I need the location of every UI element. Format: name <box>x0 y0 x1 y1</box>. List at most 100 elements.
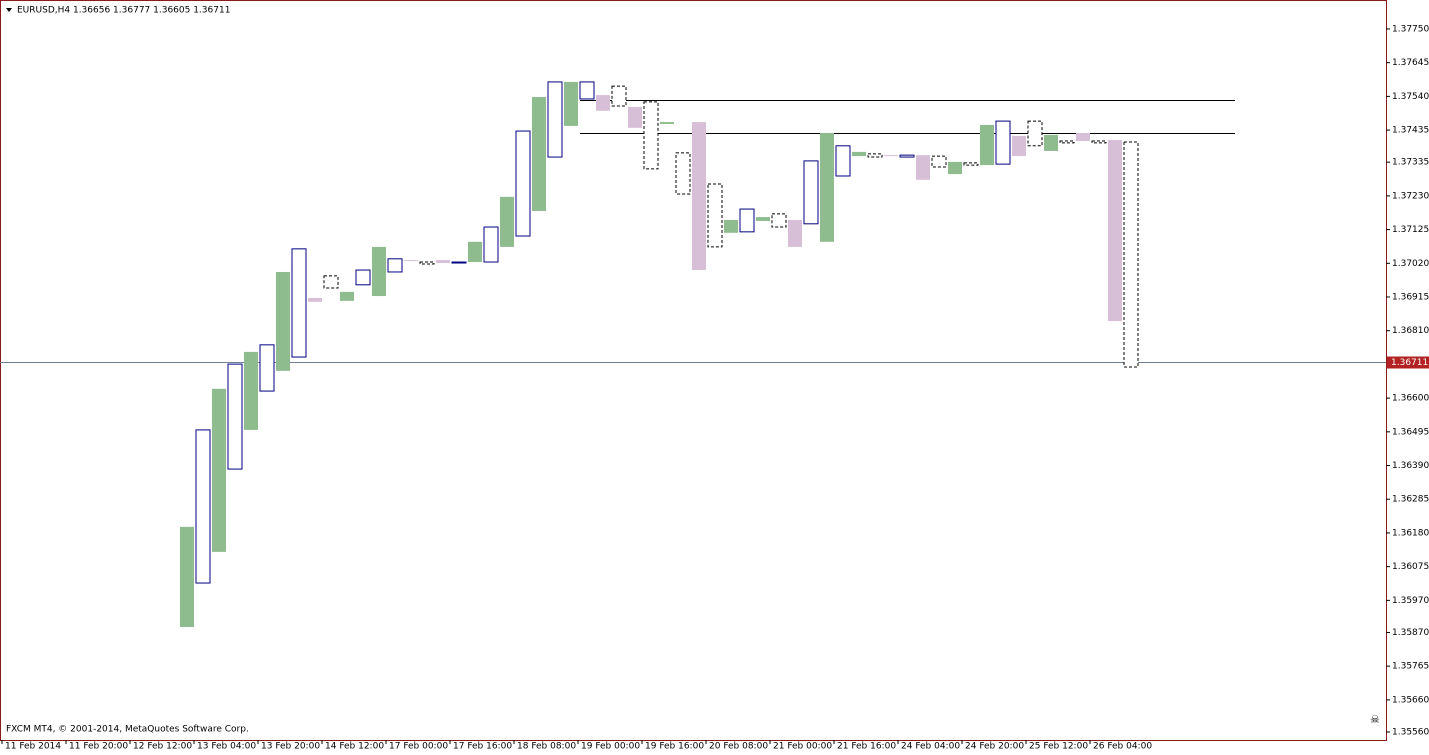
y-tick-label: 1.36495 <box>1392 427 1429 437</box>
down-body <box>1012 135 1026 157</box>
down-body <box>596 95 610 111</box>
y-tick-label: 1.37020 <box>1392 259 1429 269</box>
down-body <box>788 219 802 247</box>
up-body <box>468 241 482 263</box>
up-body <box>852 151 866 157</box>
price-label-bg <box>1387 356 1429 369</box>
y-tick-label: 1.36180 <box>1392 528 1429 538</box>
up-box <box>291 248 307 358</box>
y-tick-label: 1.36810 <box>1392 326 1429 336</box>
y-tick-label: 1.37335 <box>1392 158 1429 168</box>
y-tick-label: 1.37125 <box>1392 225 1429 235</box>
up-box <box>195 429 211 584</box>
up-box <box>387 258 403 273</box>
up-box <box>803 160 819 225</box>
x-tick-label: 13 Feb 20:00 <box>261 742 320 752</box>
up-box <box>227 363 243 470</box>
up-body <box>340 291 354 301</box>
up-box <box>899 154 915 158</box>
y-tick-label: 1.35970 <box>1392 596 1429 606</box>
up-body <box>532 97 546 211</box>
y-tick-label: 1.36075 <box>1392 562 1429 572</box>
up-box <box>355 269 371 286</box>
up-body <box>180 526 194 628</box>
down-body <box>308 297 322 302</box>
expert-icon: ☠ <box>1370 713 1380 726</box>
x-tick-label: 21 Feb 00:00 <box>773 742 832 752</box>
down-body <box>1076 132 1090 141</box>
x-tick-label: 11 Feb 2014 <box>5 742 61 752</box>
x-tick-label: 19 Feb 16:00 <box>645 742 704 752</box>
down-box <box>931 155 947 168</box>
up-body <box>724 219 738 233</box>
down-box <box>419 261 435 265</box>
price-label: 1.36711 <box>1391 358 1428 368</box>
y-tick-label: 1.35765 <box>1392 662 1429 672</box>
y-tick-label: 1.36285 <box>1392 495 1429 505</box>
x-tick-label: 18 Feb 08:00 <box>517 742 576 752</box>
down-box <box>643 101 659 170</box>
up-body <box>276 271 290 371</box>
down-box <box>1027 120 1043 147</box>
up-body <box>1044 134 1058 151</box>
down-body <box>628 106 642 128</box>
down-box <box>1059 140 1075 144</box>
x-tick-label: 12 Feb 12:00 <box>133 742 192 752</box>
up-box <box>739 208 755 233</box>
y-tick-label: 1.36390 <box>1392 461 1429 471</box>
y-tick-label: 1.37750 <box>1392 24 1429 34</box>
down-box <box>323 275 339 289</box>
up-body <box>244 351 258 430</box>
x-tick-label: 20 Feb 08:00 <box>709 742 768 752</box>
up-box <box>579 81 595 100</box>
down-box <box>771 213 787 228</box>
up-box <box>259 344 275 392</box>
up-body <box>372 246 386 297</box>
x-tick-label: 24 Feb 04:00 <box>901 742 960 752</box>
x-tick-label: 26 Feb 04:00 <box>1093 742 1152 752</box>
up-body <box>500 196 514 247</box>
x-tick-label: 21 Feb 16:00 <box>837 742 896 752</box>
down-body <box>884 155 898 157</box>
chart-title: EURUSD,H4 1.36656 1.36777 1.36605 1.3671… <box>17 6 230 16</box>
footer: FXCM MT4, © 2001-2014, MetaQuotes Softwa… <box>6 725 249 735</box>
down-box <box>707 183 723 248</box>
down-body <box>436 260 450 263</box>
down-box <box>675 152 691 195</box>
y-tick-label: 1.37230 <box>1392 191 1429 201</box>
down-box <box>963 162 979 166</box>
y-tick-label: 1.36600 <box>1392 394 1429 404</box>
y-tick-label: 1.37540 <box>1392 92 1429 102</box>
up-box <box>483 226 499 263</box>
down-body <box>916 155 930 180</box>
plot-frame <box>0 0 1387 741</box>
x-tick-label: 17 Feb 16:00 <box>453 742 512 752</box>
up-body <box>948 161 962 175</box>
up-body <box>212 388 226 552</box>
y-tick-label: 1.36915 <box>1392 293 1429 303</box>
up-body <box>980 124 994 166</box>
x-tick-label: 24 Feb 20:00 <box>965 742 1024 752</box>
x-tick-label: 13 Feb 04:00 <box>197 742 256 752</box>
down-box <box>611 85 627 107</box>
down-box <box>1091 140 1107 144</box>
x-tick-label: 11 Feb 20:00 <box>69 742 128 752</box>
up-body <box>660 122 674 124</box>
up-box <box>515 130 531 237</box>
menu-triangle[interactable] <box>6 8 12 12</box>
up-box <box>451 261 467 264</box>
x-tick-label: 14 Feb 12:00 <box>325 742 384 752</box>
up-body <box>756 217 770 221</box>
down-body <box>692 122 706 271</box>
down-box <box>1123 141 1139 368</box>
down-body <box>1108 140 1122 322</box>
y-tick-label: 1.35660 <box>1392 695 1429 705</box>
x-tick-label: 17 Feb 00:00 <box>389 742 448 752</box>
x-tick-label: 25 Feb 12:00 <box>1029 742 1088 752</box>
up-box <box>835 145 851 177</box>
down-box <box>867 153 883 158</box>
up-body <box>564 81 578 126</box>
y-tick-label: 1.35560 <box>1392 727 1429 737</box>
